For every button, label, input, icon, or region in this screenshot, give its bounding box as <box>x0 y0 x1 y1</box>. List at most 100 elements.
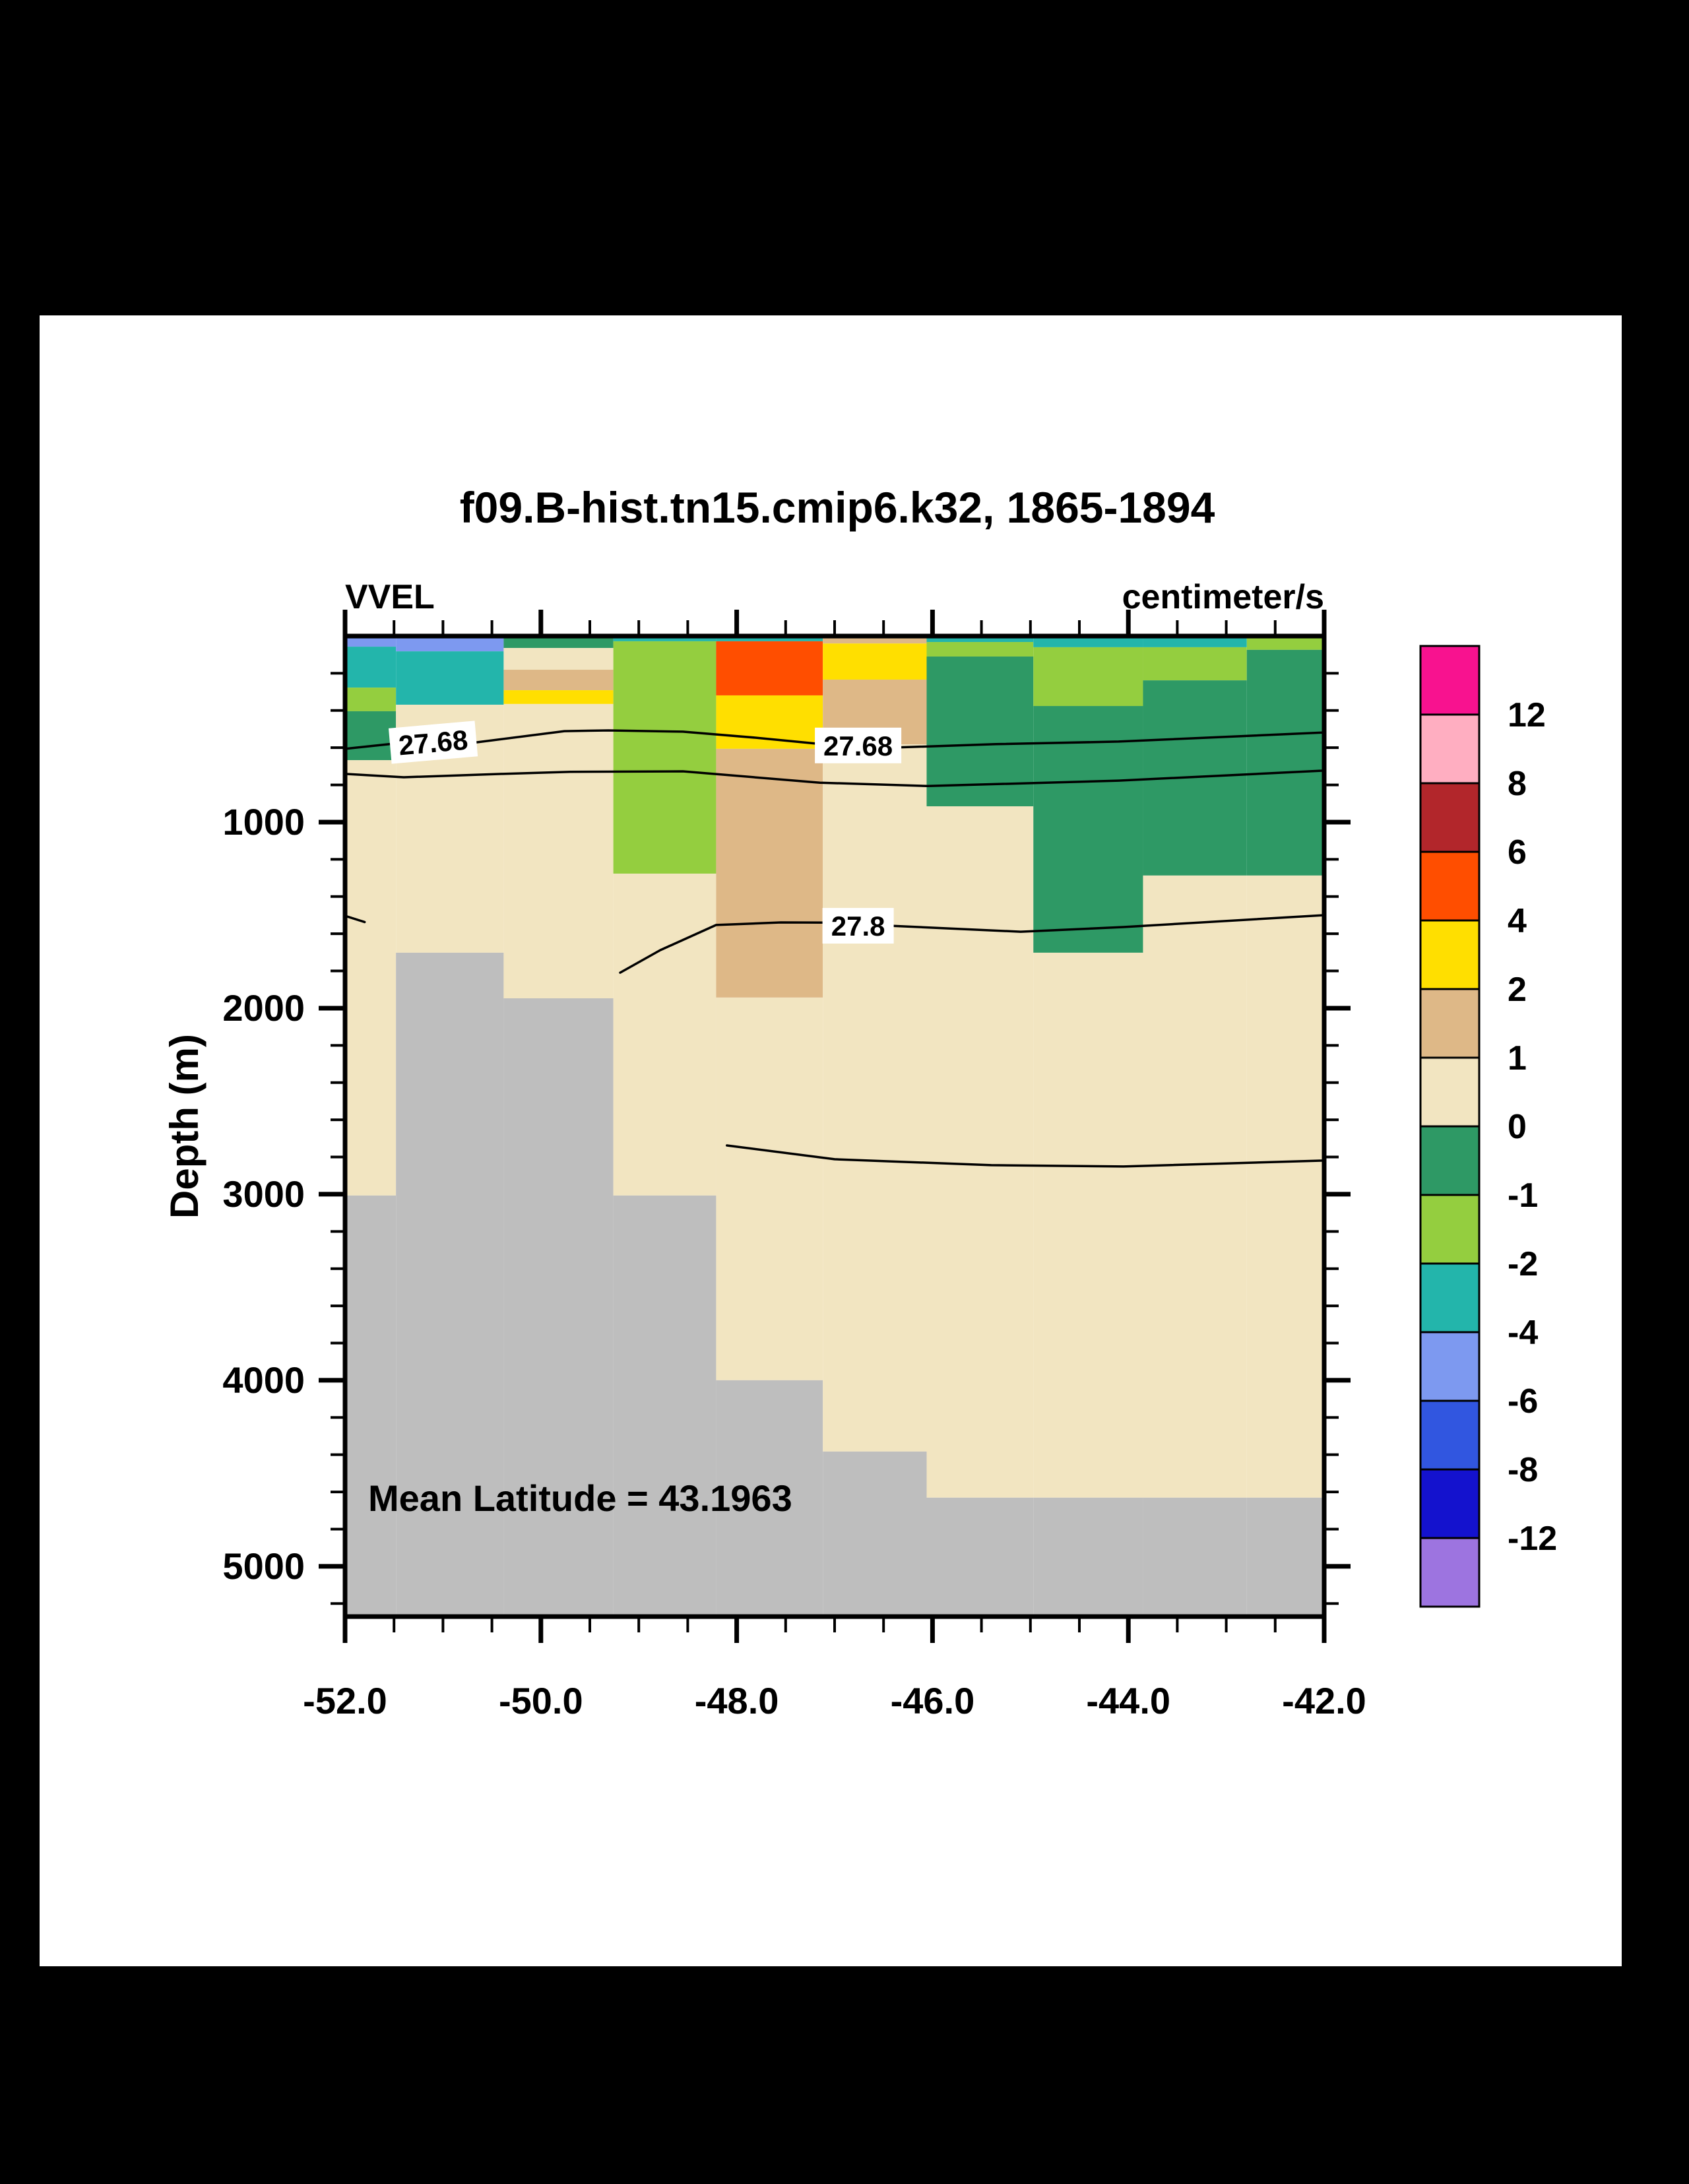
colorbar-block <box>1419 1125 1481 1196</box>
velocity-cell <box>1143 647 1247 681</box>
contour-label-text: 27.8 <box>831 911 885 942</box>
colorbar-tick-label: 4 <box>1508 902 1527 940</box>
x-tick-label: -46.0 <box>891 1680 975 1721</box>
y-tick-label: 5000 <box>222 1545 305 1587</box>
variable-name-label: VVEL <box>345 578 435 616</box>
x-tick-label: -50.0 <box>499 1680 583 1721</box>
velocity-cell <box>1033 706 1143 953</box>
velocity-cell <box>716 997 823 1380</box>
colorbar-tick-label: -4 <box>1508 1314 1538 1352</box>
colorbar-tick-label: 0 <box>1508 1108 1527 1146</box>
velocity-cell <box>503 670 614 691</box>
bathymetry-cell <box>396 952 504 1617</box>
bathymetry-cell <box>716 1380 823 1617</box>
colorbar-block <box>1419 988 1481 1059</box>
velocity-cell <box>345 760 397 1196</box>
velocity-cell <box>1143 875 1247 1498</box>
colorbar-block <box>1419 1194 1481 1265</box>
colorbar-tick-label: 1 <box>1508 1039 1527 1077</box>
bathymetry-cell <box>1246 1497 1324 1617</box>
velocity-cell <box>1033 636 1143 647</box>
colorbar-tick-label: -1 <box>1508 1176 1538 1215</box>
plot-area: 27.68 27.68 27.8 -52.0 -50.0 -48.0 -46.0 -44.0 -… <box>222 610 1366 1721</box>
velocity-cell <box>716 748 823 998</box>
velocity-cell <box>503 690 614 704</box>
colorbar-block <box>1419 1056 1481 1128</box>
velocity-cell <box>926 657 1034 807</box>
velocity-cell <box>1143 636 1247 647</box>
velocity-cell <box>503 648 614 670</box>
y-axis-title: Depth (m) <box>162 1034 207 1219</box>
contour-label-text: 27.68 <box>397 724 469 761</box>
colorbar-block <box>1419 713 1481 785</box>
colorbar-tick-label: 12 <box>1508 696 1546 734</box>
bathymetry-cell <box>1033 1497 1143 1617</box>
y-tick-label: 4000 <box>222 1359 305 1401</box>
velocity-cell <box>345 636 397 647</box>
bathymetry-cell <box>345 1195 397 1617</box>
units-label: centimeter/s <box>1122 578 1324 616</box>
chart-title: f09.B-hist.tn15.cmip6.k32, 1865-1894 <box>460 483 1215 532</box>
colorbar-tick-label: 2 <box>1508 971 1527 1009</box>
colorbar-tick-label: -12 <box>1508 1520 1557 1558</box>
velocity-cell <box>1033 952 1143 1498</box>
velocity-cell <box>823 636 927 644</box>
contour-line <box>345 769 1324 788</box>
contour-label: 27.68 <box>388 721 478 764</box>
bathymetry-cell <box>1143 1497 1247 1617</box>
colorbar-block <box>1419 1262 1481 1333</box>
contour-label-box <box>822 908 894 944</box>
x-tick-label: -52.0 <box>303 1680 387 1721</box>
colorbar-block <box>1419 1399 1481 1471</box>
velocity-cell <box>503 636 614 649</box>
contour-label-box <box>815 727 902 763</box>
velocity-cell <box>926 806 1034 1498</box>
contour-label-text: 27.68 <box>823 730 893 761</box>
axis-ticks <box>319 610 1351 1643</box>
plot-inner: 27.68 27.68 27.8 <box>345 636 1324 1617</box>
velocity-cell <box>716 636 823 641</box>
colorbar-block <box>1419 1468 1481 1539</box>
velocity-cell <box>716 695 823 749</box>
y-tick-label: 2000 <box>222 987 305 1029</box>
x-tick-label: -42.0 <box>1282 1680 1366 1721</box>
mean-latitude-annotation: Mean Latitude = 43.1963 <box>368 1477 792 1519</box>
colorbar-block <box>1419 782 1481 853</box>
velocity-cell <box>823 643 927 680</box>
contour-label: 27.68 <box>815 727 902 763</box>
bathymetry-cell <box>926 1497 1034 1617</box>
velocity-cell <box>1033 647 1143 707</box>
x-tick-label: -48.0 <box>695 1680 779 1721</box>
colorbar-block <box>1419 1537 1481 1608</box>
velocity-cell <box>1246 636 1324 650</box>
velocity-cell <box>1246 875 1324 1498</box>
velocity-cell <box>345 711 397 761</box>
colorbar-tick-label: 6 <box>1508 833 1527 872</box>
colorbar-block <box>1419 919 1481 990</box>
contour-label-box <box>388 721 478 764</box>
y-tick-label: 1000 <box>222 801 305 843</box>
velocity-cell <box>345 647 397 688</box>
colorbar: 12 8 6 4 2 1 0 -1 -2 -4 -6 -8 -12 <box>1419 645 1557 1608</box>
bathymetry-cell <box>823 1451 927 1617</box>
colorbar-tick-label: -8 <box>1508 1451 1538 1489</box>
velocity-cell <box>716 641 823 695</box>
velocity-cell <box>926 636 1034 643</box>
velocity-cell <box>396 651 504 705</box>
colorbar-block <box>1419 645 1481 716</box>
bathymetry-cell <box>613 1195 717 1617</box>
contour-line <box>345 915 366 924</box>
velocity-cell <box>396 636 504 652</box>
velocity-cell <box>823 744 927 1452</box>
colorbar-block <box>1419 851 1481 922</box>
velocity-cell <box>613 874 717 1196</box>
velocity-cell <box>613 641 717 874</box>
x-tick-label: -44.0 <box>1086 1680 1170 1721</box>
colorbar-block <box>1419 1331 1481 1402</box>
bathymetry-cell <box>503 998 614 1617</box>
y-tick-label: 3000 <box>222 1173 305 1215</box>
colorbar-tick-label: -6 <box>1508 1382 1538 1421</box>
velocity-cell <box>926 642 1034 657</box>
